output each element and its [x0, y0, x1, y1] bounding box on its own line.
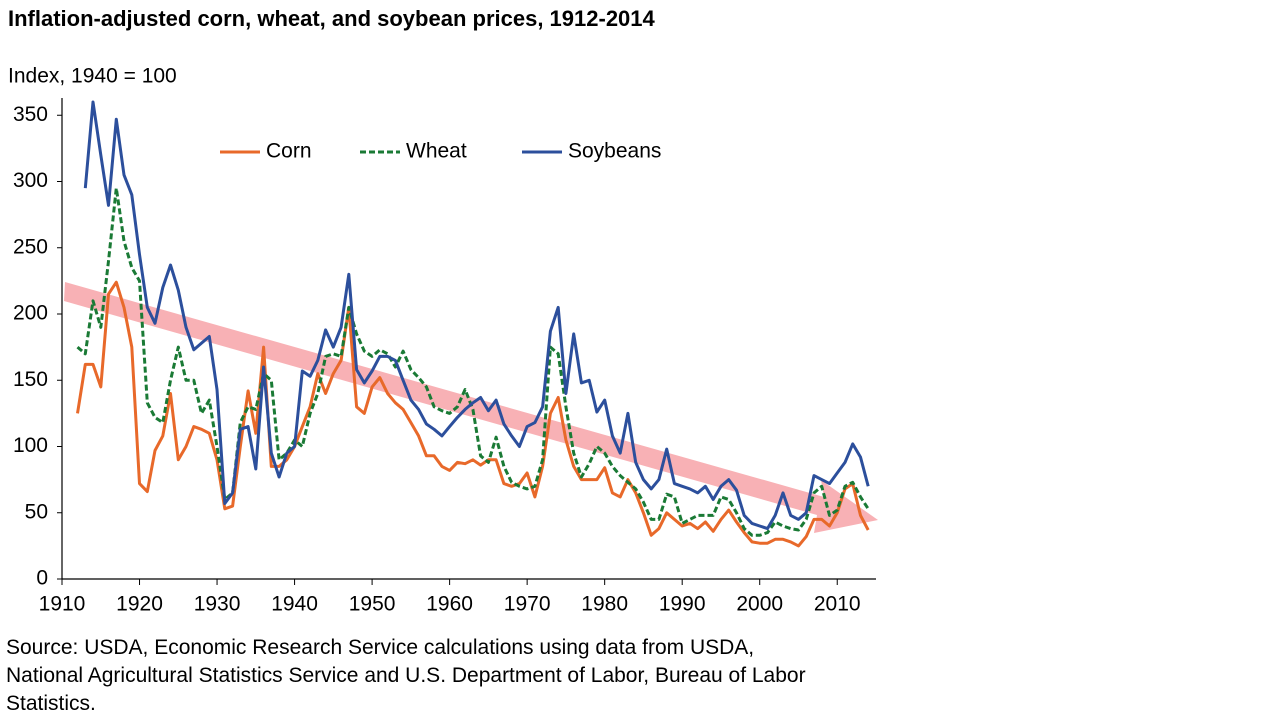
legend-label: Wheat — [406, 140, 467, 163]
y-tick-label: 350 — [13, 103, 48, 126]
y-tick-label: 250 — [13, 235, 48, 258]
x-tick-label: 1940 — [271, 593, 318, 616]
y-tick-label: 100 — [13, 434, 48, 457]
x-tick-label: 2000 — [736, 593, 783, 616]
chart: Inflation-adjusted corn, wheat, and soyb… — [8, 6, 878, 616]
x-tick-label: 1990 — [659, 593, 706, 616]
legend-label: Corn — [266, 140, 312, 163]
series-line — [76, 186, 870, 537]
y-tick-label: 150 — [13, 368, 48, 391]
trend-arrow — [64, 282, 878, 533]
x-tick-label: 1980 — [581, 593, 628, 616]
series-line — [83, 100, 870, 531]
y-tick-label: 50 — [25, 500, 48, 523]
x-tick-label: 1920 — [116, 593, 163, 616]
y-tick-label: 0 — [36, 567, 48, 590]
x-tick-label: 1960 — [426, 593, 473, 616]
x-tick-label: 2010 — [814, 593, 861, 616]
x-tick-label: 1930 — [194, 593, 241, 616]
x-tick-label: 1950 — [349, 593, 396, 616]
legend-label: Soybeans — [568, 140, 661, 163]
chart-title: Inflation-adjusted corn, wheat, and soyb… — [8, 6, 656, 31]
source-note: Source: USDA, Economic Research Service … — [6, 636, 806, 715]
series-line — [76, 280, 870, 548]
x-tick-label: 1910 — [39, 593, 86, 616]
y-tick-label: 300 — [13, 169, 48, 192]
y-tick-label: 200 — [13, 302, 48, 325]
y-axis-label: Index, 1940 = 100 — [8, 65, 177, 88]
x-tick-label: 1970 — [504, 593, 551, 616]
